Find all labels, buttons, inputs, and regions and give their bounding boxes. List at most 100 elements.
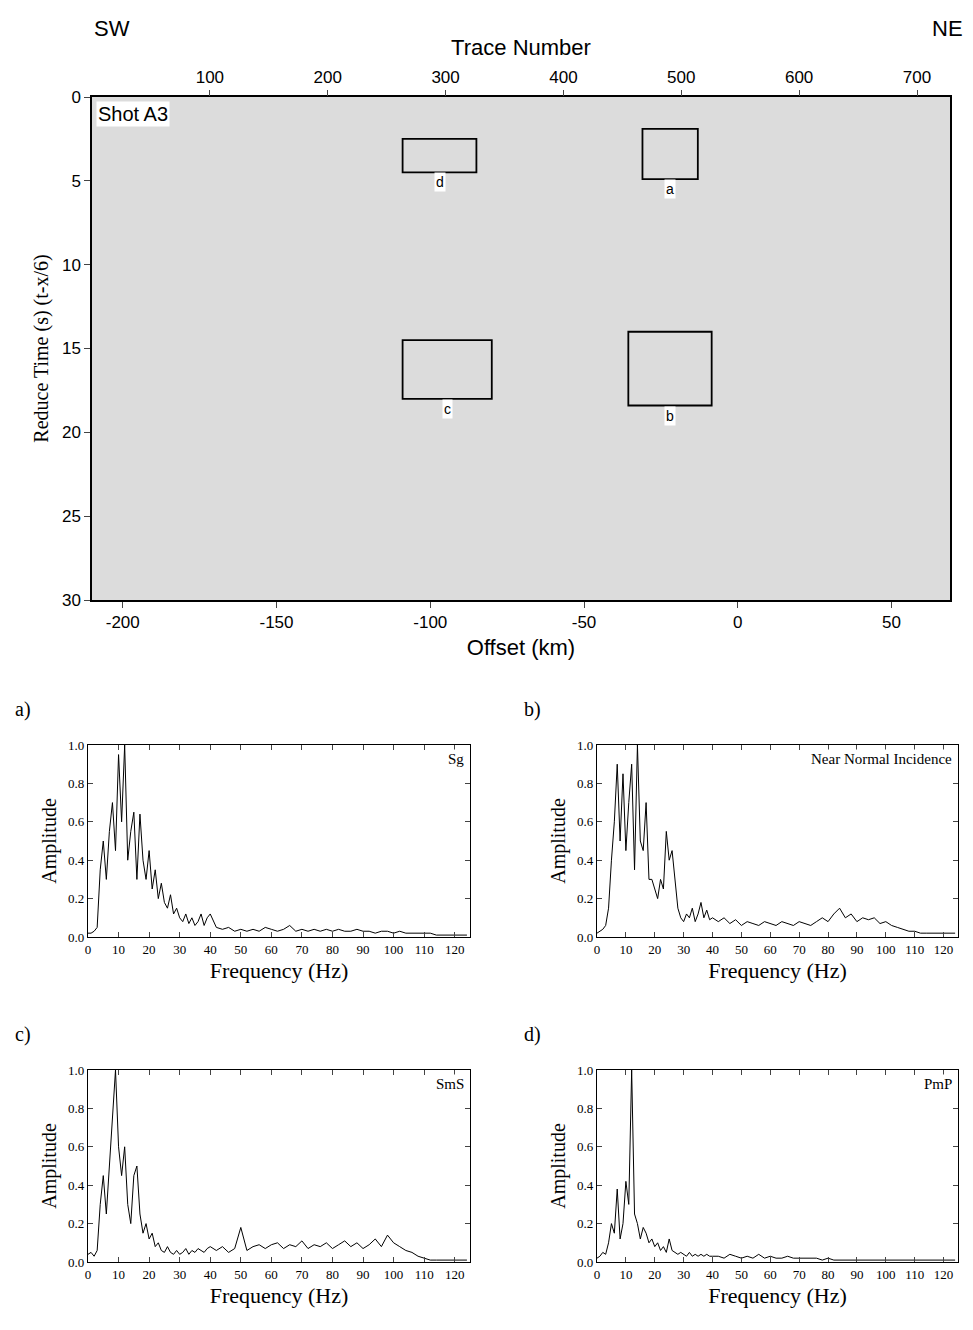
svg-text:80: 80 (822, 942, 835, 957)
svg-text:40: 40 (204, 942, 217, 957)
svg-text:600: 600 (785, 68, 813, 87)
svg-text:0.8: 0.8 (577, 776, 593, 791)
svg-text:500: 500 (667, 68, 695, 87)
svg-text:d: d (436, 174, 444, 190)
svg-text:80: 80 (326, 942, 339, 957)
svg-text:15: 15 (62, 339, 81, 358)
svg-text:700: 700 (903, 68, 931, 87)
svg-text:NE: NE (932, 16, 963, 41)
svg-text:90: 90 (850, 942, 863, 957)
svg-text:110: 110 (415, 1267, 434, 1282)
svg-text:120: 120 (934, 1267, 954, 1282)
svg-text:0.8: 0.8 (68, 776, 84, 791)
svg-text:-150: -150 (260, 613, 294, 632)
svg-text:110: 110 (415, 942, 434, 957)
svg-text:Trace Number: Trace Number (451, 35, 591, 60)
svg-text:30: 30 (677, 942, 690, 957)
svg-text:Frequency (Hz): Frequency (Hz) (210, 958, 349, 983)
svg-text:20: 20 (62, 423, 81, 442)
svg-text:Amplitude: Amplitude (38, 798, 61, 884)
svg-text:300: 300 (431, 68, 459, 87)
svg-text:Sg: Sg (448, 751, 464, 767)
svg-text:-100: -100 (413, 613, 447, 632)
svg-text:Frequency (Hz): Frequency (Hz) (210, 1283, 349, 1308)
svg-text:60: 60 (265, 1267, 278, 1282)
svg-text:Amplitude: Amplitude (547, 1123, 570, 1209)
svg-text:0.2: 0.2 (68, 891, 84, 906)
svg-text:c): c) (15, 1023, 31, 1046)
svg-text:70: 70 (295, 1267, 308, 1282)
svg-text:10: 10 (619, 942, 632, 957)
svg-text:0.4: 0.4 (68, 853, 85, 868)
svg-text:30: 30 (173, 942, 186, 957)
svg-text:10: 10 (62, 256, 81, 275)
svg-text:0.8: 0.8 (577, 1101, 593, 1116)
svg-text:30: 30 (677, 1267, 690, 1282)
svg-text:100: 100 (196, 68, 224, 87)
svg-text:60: 60 (265, 942, 278, 957)
svg-text:Shot A3: Shot A3 (98, 103, 168, 125)
svg-text:90: 90 (850, 1267, 863, 1282)
svg-text:50: 50 (882, 613, 901, 632)
svg-text:0.4: 0.4 (577, 1178, 594, 1193)
svg-text:0.4: 0.4 (68, 1178, 85, 1193)
svg-text:PmP: PmP (924, 1076, 952, 1092)
svg-text:10: 10 (619, 1267, 632, 1282)
svg-text:100: 100 (384, 942, 404, 957)
svg-text:0: 0 (85, 942, 92, 957)
svg-text:1.0: 1.0 (68, 1063, 84, 1078)
svg-text:Frequency (Hz): Frequency (Hz) (708, 958, 847, 983)
svg-text:Amplitude: Amplitude (547, 798, 570, 884)
svg-text:0.0: 0.0 (577, 1255, 593, 1270)
svg-text:110: 110 (905, 1267, 924, 1282)
svg-text:Near Normal Incidence: Near Normal Incidence (811, 751, 952, 767)
svg-text:d): d) (524, 1023, 541, 1046)
svg-text:1.0: 1.0 (68, 738, 84, 753)
svg-text:120: 120 (445, 942, 465, 957)
svg-text:c: c (444, 401, 451, 417)
svg-text:a): a) (15, 698, 31, 721)
svg-text:400: 400 (549, 68, 577, 87)
svg-text:200: 200 (314, 68, 342, 87)
svg-text:30: 30 (62, 591, 81, 610)
svg-text:20: 20 (648, 1267, 661, 1282)
svg-text:0.0: 0.0 (68, 930, 84, 945)
svg-text:Offset (km): Offset (km) (467, 635, 575, 660)
svg-text:5: 5 (71, 172, 80, 191)
svg-text:0.6: 0.6 (577, 814, 594, 829)
svg-text:110: 110 (905, 942, 924, 957)
svg-text:30: 30 (173, 1267, 186, 1282)
svg-text:-200: -200 (106, 613, 140, 632)
svg-text:60: 60 (764, 1267, 777, 1282)
svg-text:60: 60 (764, 942, 777, 957)
svg-text:25: 25 (62, 507, 81, 526)
svg-text:0.6: 0.6 (68, 1139, 85, 1154)
svg-text:70: 70 (793, 942, 806, 957)
svg-text:40: 40 (204, 1267, 217, 1282)
svg-text:20: 20 (143, 1267, 156, 1282)
svg-text:0: 0 (594, 1267, 601, 1282)
svg-text:80: 80 (822, 1267, 835, 1282)
svg-text:SW: SW (94, 16, 130, 41)
svg-text:Reduce Time (s) (t-x/6): Reduce Time (s) (t-x/6) (30, 254, 53, 442)
svg-text:50: 50 (735, 942, 748, 957)
svg-text:10: 10 (112, 942, 125, 957)
svg-text:0.2: 0.2 (68, 1216, 84, 1231)
svg-text:0: 0 (85, 1267, 92, 1282)
svg-text:0: 0 (71, 88, 80, 107)
svg-text:0.6: 0.6 (577, 1139, 594, 1154)
svg-text:80: 80 (326, 1267, 339, 1282)
svg-text:50: 50 (234, 1267, 247, 1282)
svg-text:0.4: 0.4 (577, 853, 594, 868)
svg-text:20: 20 (648, 942, 661, 957)
svg-text:100: 100 (384, 1267, 404, 1282)
svg-text:120: 120 (445, 1267, 465, 1282)
svg-text:-50: -50 (572, 613, 597, 632)
svg-text:90: 90 (357, 942, 370, 957)
svg-text:Amplitude: Amplitude (38, 1123, 61, 1209)
svg-text:0: 0 (594, 942, 601, 957)
svg-text:100: 100 (876, 1267, 896, 1282)
svg-text:20: 20 (143, 942, 156, 957)
svg-text:50: 50 (735, 1267, 748, 1282)
svg-text:0: 0 (733, 613, 742, 632)
